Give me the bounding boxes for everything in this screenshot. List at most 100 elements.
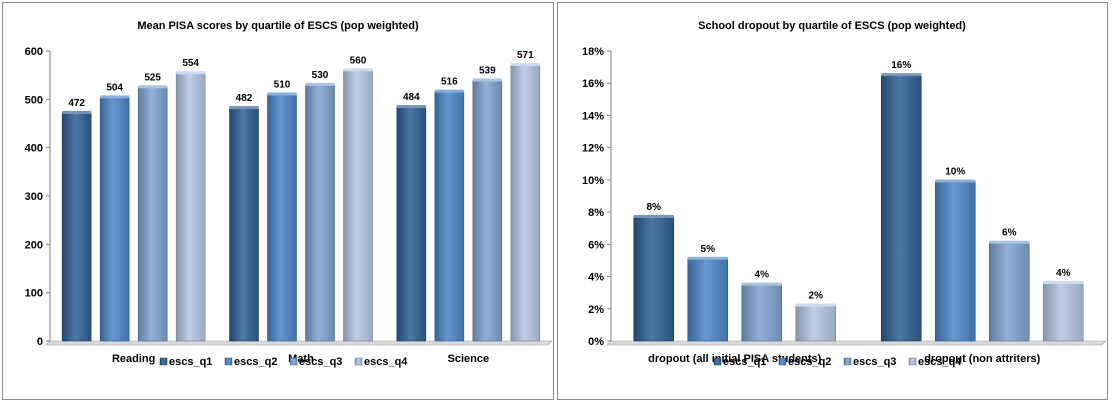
bar-top-cap — [100, 95, 130, 99]
bar-top-cap — [510, 63, 540, 67]
bar-top-cap — [62, 110, 92, 114]
bar-top-cap — [343, 68, 373, 72]
legend-label-escs_q1: escs_q1 — [723, 356, 766, 368]
bar-top-cap — [472, 78, 502, 82]
data-label: 504 — [106, 82, 123, 93]
data-label: 510 — [274, 80, 291, 91]
bar-escs_q3-dropout-all-initial-pisa-students — [741, 284, 783, 342]
data-label: 560 — [350, 55, 367, 66]
bar-escs_q1-reading — [61, 112, 92, 342]
data-label: 484 — [403, 92, 420, 103]
bar-escs_q2-dropout-all-initial-pisa-students — [687, 258, 729, 342]
legend-label-escs_q4: escs_q4 — [918, 356, 962, 368]
bar-top-cap — [881, 73, 922, 77]
bar-top-cap — [176, 71, 206, 75]
y-tick-label: 6% — [588, 239, 604, 251]
bar-top-cap — [138, 85, 168, 89]
bar-escs_q2-math — [267, 94, 297, 342]
legend-label-escs_q2: escs_q2 — [234, 356, 277, 368]
bar-escs_q4-reading — [175, 72, 206, 342]
data-label: 482 — [236, 93, 253, 104]
data-label: 4% — [755, 270, 770, 281]
y-tick-label: 2% — [588, 304, 604, 316]
bar-escs_q4-dropout-non-attriters — [1042, 282, 1084, 342]
y-tick-label: 10% — [582, 175, 604, 187]
bar-top-cap — [633, 214, 674, 218]
chart-panel-pisa-scores: Mean PISA scores by quartile of ESCS (po… — [2, 2, 554, 400]
bar-top-cap — [267, 92, 297, 96]
legend-label-escs_q3: escs_q3 — [853, 356, 896, 368]
bar-escs_q1-dropout-all-initial-pisa-students — [633, 216, 675, 342]
bar-top-cap — [434, 89, 464, 93]
data-label: 530 — [312, 70, 329, 81]
y-tick-label: 18% — [582, 46, 604, 58]
data-label: 2% — [809, 291, 824, 302]
data-label: 554 — [182, 58, 199, 69]
bar-top-cap — [305, 82, 335, 86]
bar-escs_q3-science — [472, 80, 503, 342]
data-label: 571 — [517, 50, 534, 61]
chart-title: Mean PISA scores by quartile of ESCS (po… — [137, 20, 419, 32]
bar-escs_q4-science — [510, 64, 541, 342]
data-label: 8% — [647, 202, 662, 213]
y-tick-label: 300 — [25, 191, 43, 203]
legend-swatch-escs_q1 — [713, 357, 722, 366]
y-tick-label: 100 — [25, 288, 43, 300]
y-tick-label: 4% — [588, 272, 604, 284]
bar-escs_q2-science — [434, 91, 465, 342]
bar-top-cap — [229, 106, 259, 110]
bar-escs_q1-dropout-non-attriters — [880, 74, 922, 342]
legend-label-escs_q2: escs_q2 — [788, 356, 831, 368]
y-tick-label: 16% — [582, 78, 604, 90]
bar-top-cap — [935, 179, 976, 183]
bar-top-cap — [687, 256, 728, 260]
chart-floor — [606, 340, 1107, 346]
y-tick-label: 600 — [25, 46, 43, 58]
pisa-scores-chart: Mean PISA scores by quartile of ESCS (po… — [25, 20, 553, 368]
y-tick-label: 500 — [25, 94, 43, 106]
chart-title: School dropout by quartile of ESCS (pop … — [698, 20, 966, 32]
bar-escs_q3-math — [305, 84, 335, 342]
chart-panel-dropout: School dropout by quartile of ESCS (pop … — [557, 2, 1108, 400]
bar-top-cap — [396, 105, 426, 109]
x-category-label: dropout (non attriters) — [924, 353, 1040, 365]
bar-escs_q4-math — [343, 70, 373, 342]
y-tick-label: 0% — [588, 336, 604, 348]
bar-escs_q1-math — [229, 107, 259, 342]
x-category-label: Reading — [112, 353, 155, 365]
bar-top-cap — [741, 282, 782, 286]
data-label: 4% — [1056, 268, 1071, 279]
legend-label-escs_q4: escs_q4 — [364, 356, 408, 368]
x-category-label: Science — [448, 353, 490, 365]
y-tick-label: 400 — [25, 143, 43, 155]
legend-swatch-escs_q4 — [908, 357, 917, 366]
data-label: 539 — [479, 65, 496, 76]
legend-label-escs_q1: escs_q1 — [169, 356, 212, 368]
bar-top-cap — [1043, 281, 1084, 284]
legend-label-escs_q3: escs_q3 — [299, 356, 342, 368]
data-label: 5% — [701, 244, 716, 255]
bar-escs_q2-dropout-non-attriters — [934, 181, 976, 342]
bar-top-cap — [795, 303, 836, 307]
chart-floor — [45, 340, 553, 346]
data-label: 525 — [144, 72, 161, 83]
data-label: 472 — [68, 98, 85, 109]
bar-top-cap — [989, 240, 1030, 244]
bar-escs_q1-science — [396, 106, 427, 342]
legend-swatch-escs_q1 — [159, 357, 168, 366]
y-tick-label: 12% — [582, 143, 604, 155]
legend-swatch-escs_q3 — [843, 357, 852, 366]
dropout-chart: School dropout by quartile of ESCS (pop … — [582, 20, 1107, 368]
legend-swatch-escs_q2 — [778, 357, 787, 366]
y-tick-label: 0 — [37, 336, 43, 348]
legend-swatch-escs_q3 — [289, 357, 298, 366]
data-label: 16% — [891, 60, 911, 71]
bar-escs_q3-dropout-non-attriters — [988, 242, 1030, 342]
legend-swatch-escs_q2 — [224, 357, 233, 366]
x-category-label: dropout (all initial PISA students) — [648, 353, 821, 365]
bar-escs_q4-dropout-all-initial-pisa-students — [795, 305, 837, 342]
legend-swatch-escs_q4 — [354, 357, 363, 366]
data-label: 10% — [945, 167, 965, 178]
data-label: 6% — [1002, 228, 1017, 239]
bar-escs_q2-reading — [99, 97, 130, 342]
